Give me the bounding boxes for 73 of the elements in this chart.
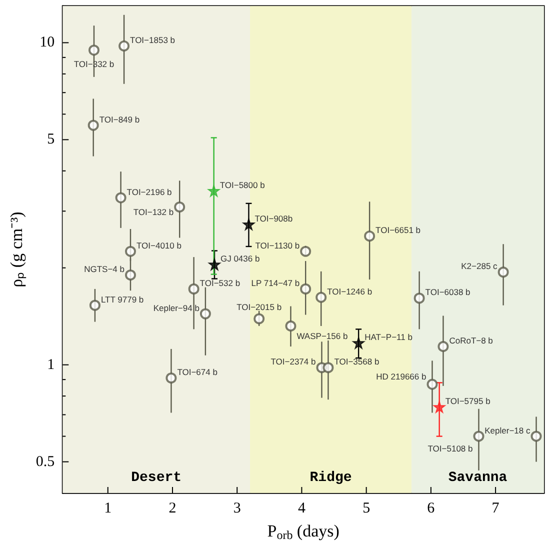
annotation: TOI−2196 b [126, 186, 172, 197]
point [242, 218, 255, 230]
annotation: TOI−6651 b [376, 225, 421, 236]
annotation: HAT−P−11 b [364, 332, 413, 342]
point [118, 40, 130, 52]
y-tick-label: 0.5 [36, 454, 55, 470]
annotation: TOI−674 b [177, 367, 218, 378]
annotation: HD 219666 b [376, 371, 426, 382]
x-tick-label: 3 [233, 500, 241, 516]
annotation: GJ 0436 b [220, 253, 260, 264]
point [352, 336, 365, 349]
point [300, 283, 312, 294]
point [188, 283, 200, 294]
annotation: TOI−2374 b [270, 356, 316, 367]
x-tick-label: 4 [298, 500, 306, 516]
annotation: Kepler−18 c [484, 425, 531, 436]
x-tick-label: 6 [427, 500, 436, 516]
point [254, 313, 265, 324]
annotation: NGTS−4 b [84, 264, 125, 274]
annotation: TOI−1130 b [255, 240, 300, 250]
annotation: TOI−849 b [99, 114, 140, 124]
annotation: TOI−908b [254, 213, 293, 224]
point [285, 320, 296, 332]
point [438, 340, 449, 352]
point [364, 230, 376, 242]
point [88, 120, 99, 131]
point [208, 184, 220, 197]
point [426, 378, 438, 390]
annotation: TOI−5800 b [220, 180, 266, 190]
band-label: Ridge [310, 470, 352, 486]
point [88, 44, 100, 56]
x-tick-label: 1 [104, 500, 112, 516]
x-tick-label: 5 [362, 500, 370, 516]
point [115, 192, 126, 204]
point [174, 201, 186, 212]
annotation: TOI−1246 b [327, 286, 372, 296]
band-label: Savanna [448, 470, 508, 486]
y-tick-label: 5 [47, 132, 55, 148]
annotation: TOI−3568 b [334, 356, 380, 367]
point [200, 308, 211, 320]
point [433, 400, 446, 413]
point [300, 246, 312, 257]
point [316, 292, 327, 303]
point [125, 270, 136, 281]
annotation: CoRoT−8 b [449, 335, 494, 346]
x-tick-label: 7 [492, 500, 500, 516]
annotation: TOI−5795 b [445, 396, 491, 406]
point [473, 430, 484, 442]
point [322, 362, 334, 374]
annotation: TOI−2015 b [236, 302, 282, 312]
annotation: TOI−132 b [133, 206, 174, 217]
point [125, 246, 136, 257]
y-axis-title: ρₚ (g cm⁻³) [7, 212, 27, 288]
annotation: LTT 9779 b [100, 294, 144, 304]
point [166, 372, 177, 384]
point [530, 430, 542, 442]
annotation: WASP−156 b [296, 330, 348, 341]
annotation: TOI−5108 b [428, 443, 474, 454]
point [89, 300, 100, 311]
x-tick-label: 2 [168, 500, 176, 516]
y-tick-label: 1 [47, 356, 55, 373]
y-tick-label: 10 [40, 34, 55, 51]
point [498, 266, 509, 278]
band-label: Desert [131, 470, 182, 486]
annotation: LP 714−47 b [251, 278, 300, 288]
point [414, 292, 425, 304]
annotation: TOI−532 b [200, 278, 240, 288]
annotation: Kepler−94 b [153, 302, 200, 313]
annotation: TOI−1853 b [130, 34, 176, 45]
annotation: TOI−4010 b [136, 240, 182, 250]
point [208, 258, 220, 270]
annotation: K2−285 c [461, 261, 498, 272]
annotation: TOI−6038 b [425, 287, 471, 298]
